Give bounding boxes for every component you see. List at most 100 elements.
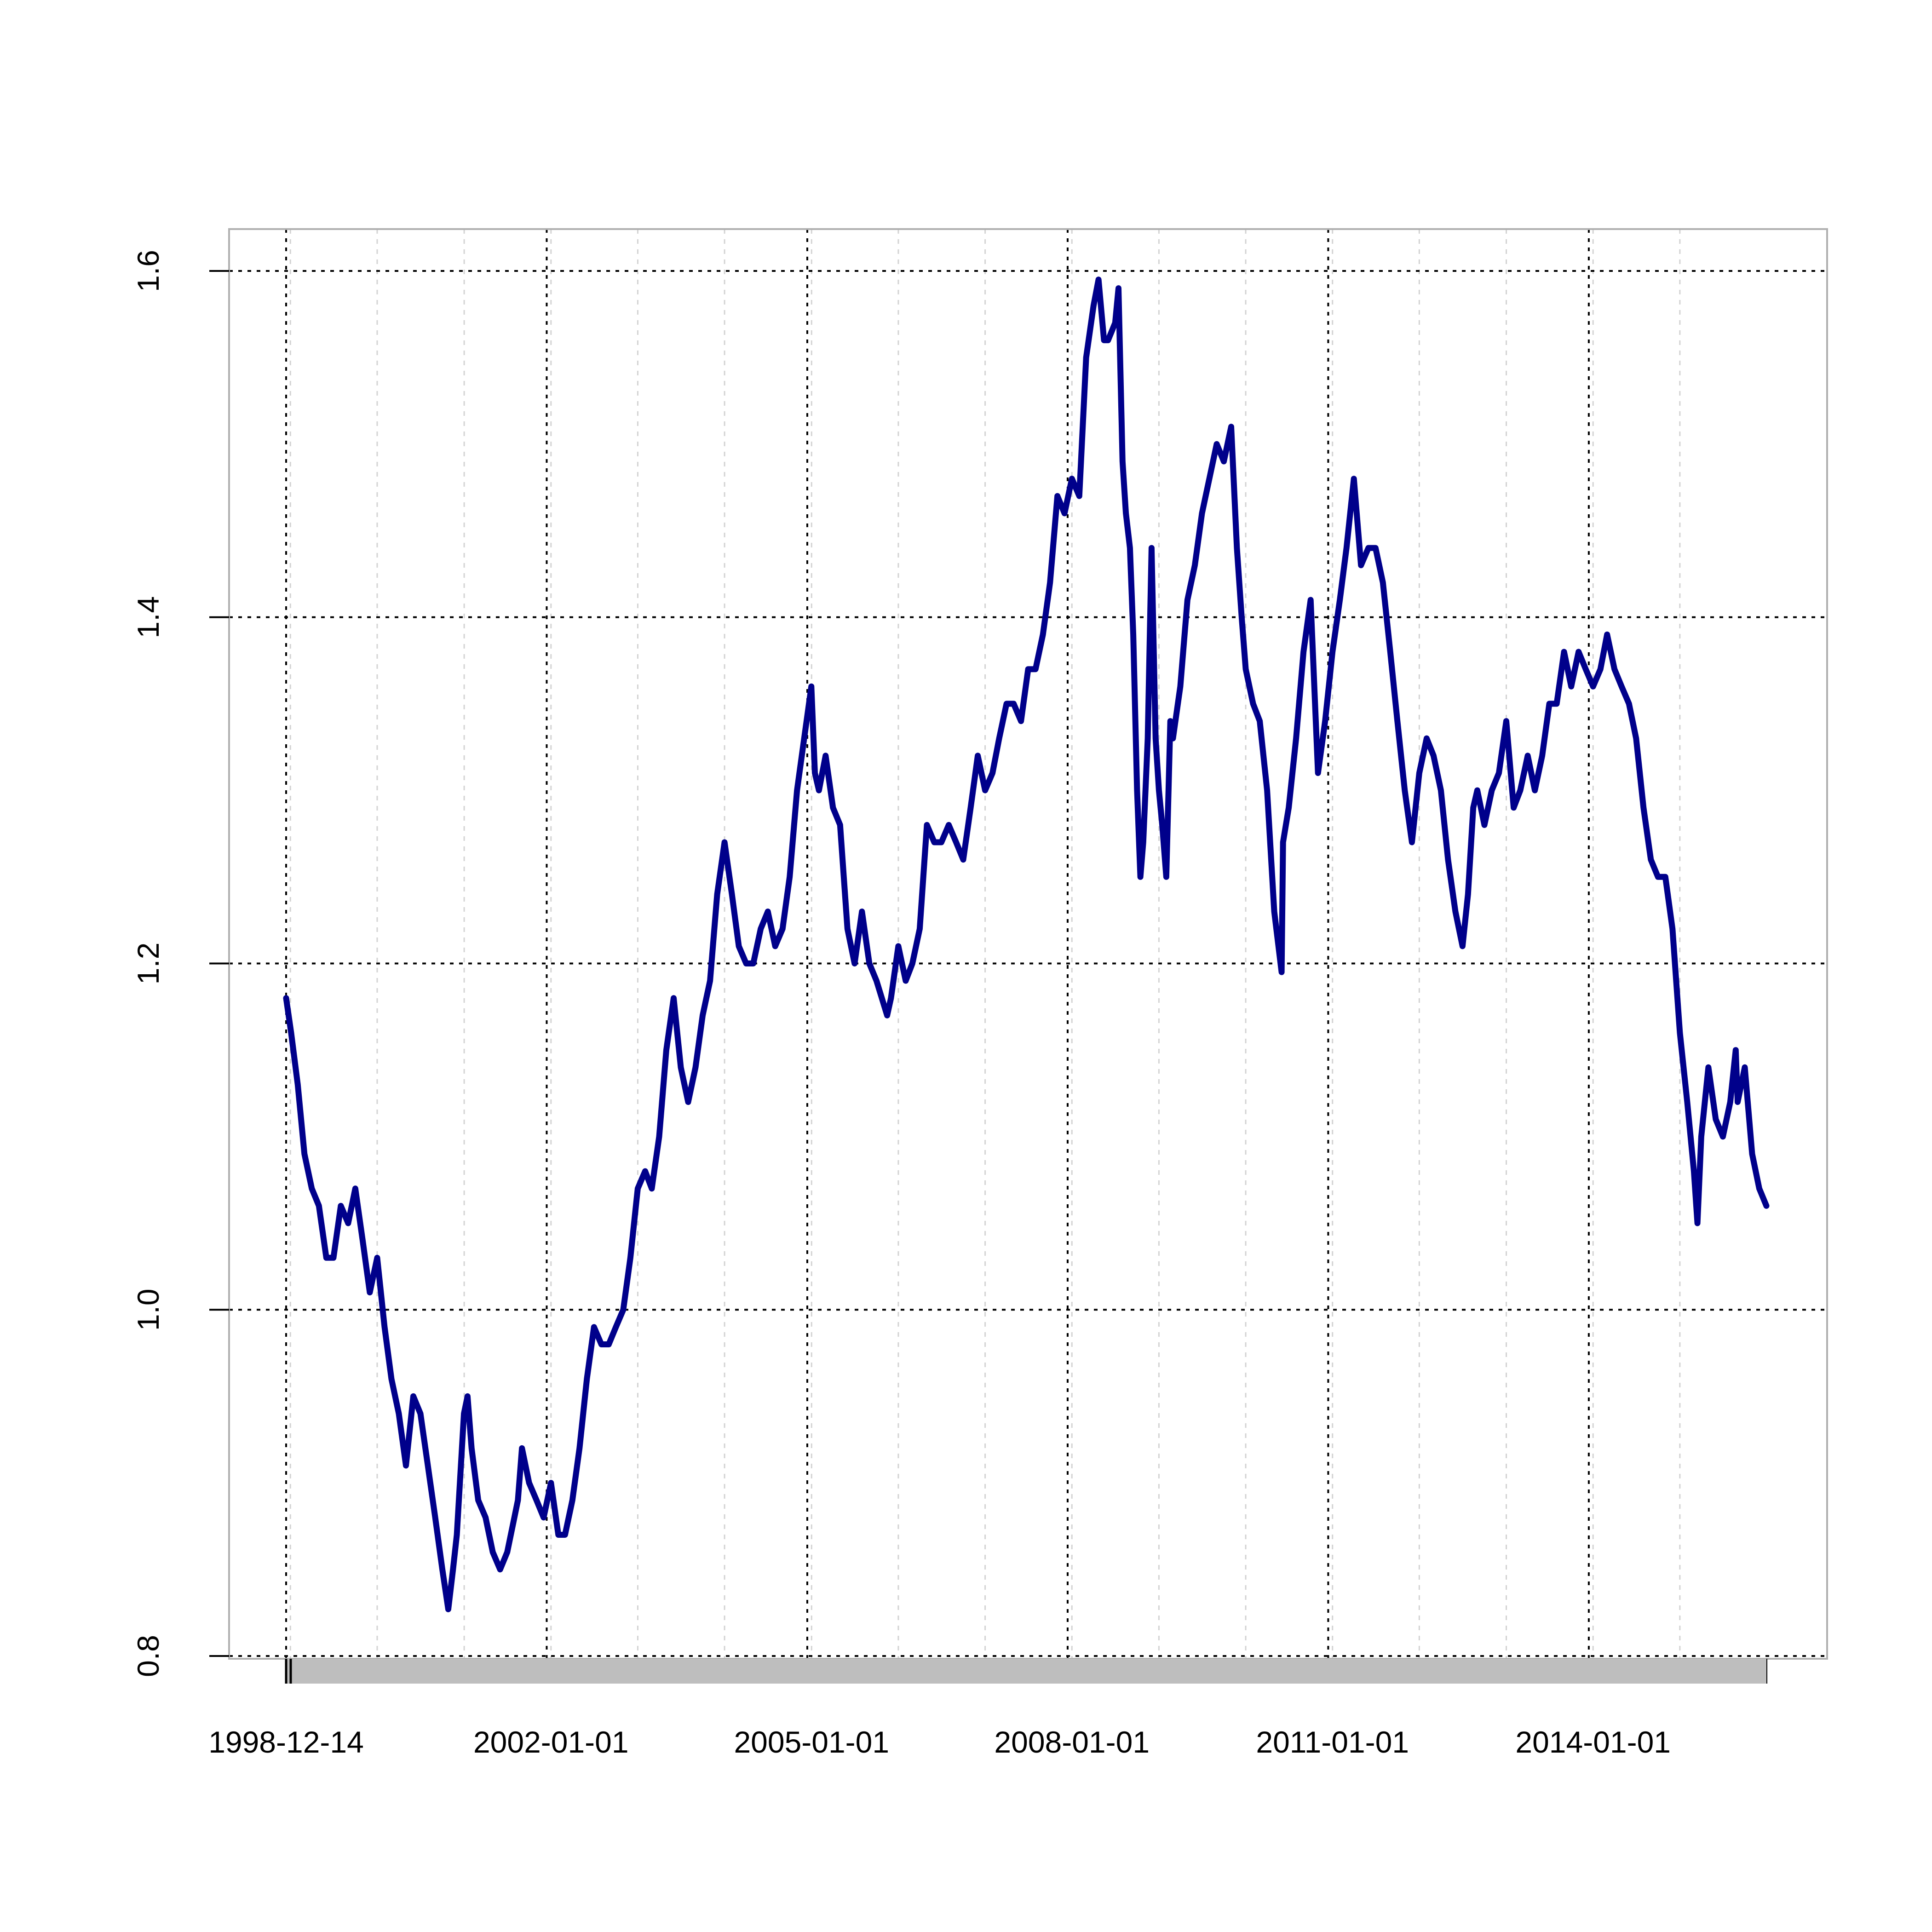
data-point xyxy=(917,926,923,932)
data-point xyxy=(1626,701,1632,707)
data-point xyxy=(1358,562,1364,568)
data-point xyxy=(591,1324,597,1330)
x-tick-label: 2014-01-01 xyxy=(1515,1725,1671,1759)
data-point xyxy=(780,926,786,932)
data-point xyxy=(1156,788,1162,794)
data-point xyxy=(1344,545,1350,551)
data-point xyxy=(1279,969,1285,975)
data-point xyxy=(642,1168,648,1174)
data-point xyxy=(1047,580,1053,586)
data-point xyxy=(1329,649,1335,655)
data-point xyxy=(606,1341,612,1347)
data-point xyxy=(808,684,814,690)
data-point xyxy=(1199,510,1205,516)
data-point xyxy=(475,1497,481,1503)
data-point xyxy=(953,840,959,845)
data-point xyxy=(1120,459,1126,465)
data-point xyxy=(1062,510,1068,516)
data-point xyxy=(1170,736,1176,742)
data-point xyxy=(1271,908,1277,914)
data-point xyxy=(1286,805,1292,811)
data-point xyxy=(1547,701,1552,707)
data-point xyxy=(903,978,908,984)
data-point xyxy=(794,788,800,794)
data-point xyxy=(1069,476,1075,482)
data-point xyxy=(1756,1185,1762,1191)
data-point xyxy=(1568,684,1574,690)
data-point xyxy=(490,1549,496,1555)
data-point xyxy=(1293,736,1299,742)
data-point xyxy=(1409,840,1415,845)
series-layer xyxy=(283,276,1770,1612)
data-point xyxy=(1054,493,1060,499)
data-point xyxy=(700,1012,706,1018)
data-point xyxy=(540,1514,546,1520)
data-point xyxy=(450,1566,456,1572)
x-axis-band xyxy=(286,1659,1766,1684)
data-point xyxy=(396,1411,402,1417)
data-point xyxy=(338,1203,344,1209)
data-point xyxy=(1452,908,1458,914)
data-point xyxy=(1583,666,1589,672)
data-point xyxy=(968,805,974,811)
data-point xyxy=(866,960,872,966)
data-point xyxy=(1465,891,1471,897)
data-point xyxy=(1742,1064,1748,1070)
data-point xyxy=(1234,545,1240,551)
data-point xyxy=(1337,597,1343,603)
data-point xyxy=(1004,701,1010,707)
data-point xyxy=(845,926,851,932)
data-point xyxy=(1105,337,1111,343)
data-point xyxy=(534,1497,540,1503)
data-point xyxy=(483,1514,489,1520)
data-point xyxy=(555,1532,561,1538)
data-point xyxy=(1525,753,1531,759)
data-point xyxy=(1145,736,1151,742)
data-point xyxy=(613,1324,619,1330)
data-point xyxy=(787,874,793,880)
data-point xyxy=(1214,441,1220,447)
data-point xyxy=(685,1099,691,1105)
data-point xyxy=(1257,718,1263,724)
data-point xyxy=(989,770,995,776)
data-point xyxy=(620,1307,626,1313)
data-point xyxy=(1365,545,1371,551)
data-point xyxy=(1713,1116,1719,1122)
data-point xyxy=(1619,684,1625,690)
data-point xyxy=(1691,1168,1697,1174)
data-point xyxy=(996,736,1002,742)
data-point xyxy=(678,1064,684,1070)
data-point xyxy=(1669,926,1675,932)
data-point xyxy=(1184,597,1190,603)
data-point xyxy=(519,1445,525,1451)
data-point xyxy=(837,822,843,828)
data-point xyxy=(851,960,857,966)
data-point xyxy=(1116,285,1121,291)
data-point xyxy=(1153,736,1159,742)
data-point xyxy=(830,805,836,811)
data-point xyxy=(663,1047,669,1053)
data-point xyxy=(465,1393,471,1399)
data-point xyxy=(1380,580,1386,586)
minor-gridlines xyxy=(289,229,1681,1659)
data-point xyxy=(1101,337,1107,343)
data-point xyxy=(1489,788,1495,794)
data-point xyxy=(1481,822,1487,828)
data-point xyxy=(301,1151,307,1157)
data-point xyxy=(1561,649,1567,655)
data-point xyxy=(1134,788,1140,794)
data-point xyxy=(569,1497,575,1503)
data-point xyxy=(1496,770,1502,776)
data-point xyxy=(1011,701,1017,707)
data-point xyxy=(1112,320,1118,326)
data-point xyxy=(812,770,818,776)
data-point xyxy=(924,822,930,828)
data-point xyxy=(548,1480,554,1486)
data-point xyxy=(367,1289,373,1295)
data-point xyxy=(1677,1030,1683,1036)
data-point xyxy=(445,1606,451,1612)
data-point xyxy=(1611,666,1617,672)
data-point xyxy=(859,908,865,914)
data-point xyxy=(1083,355,1089,361)
data-point xyxy=(374,1255,380,1261)
